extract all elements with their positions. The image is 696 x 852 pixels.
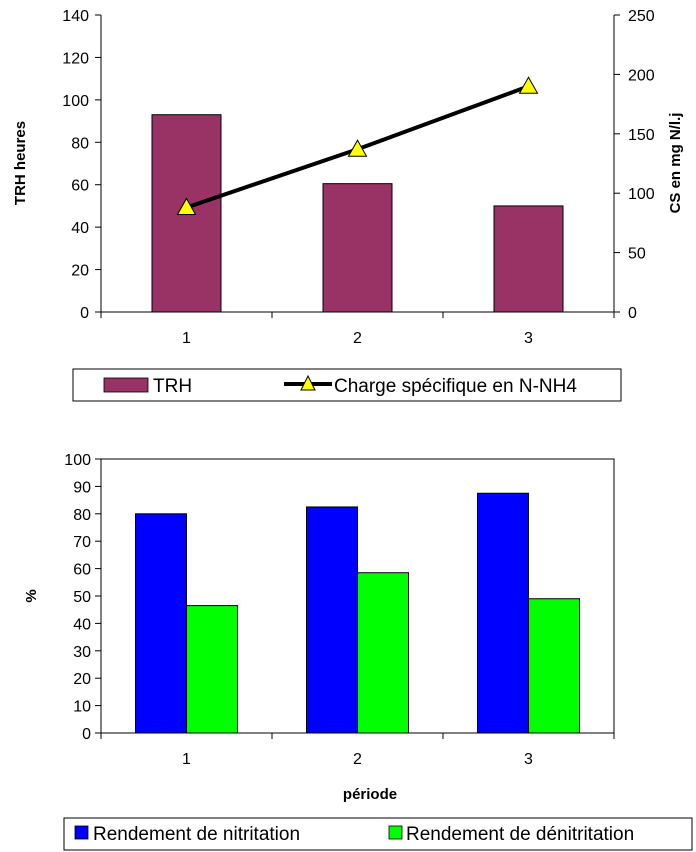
chart-2-bars (135, 492, 580, 734)
chart-1-bar-trh (322, 183, 393, 313)
chart-2-legend: Rendement de nitritation Rendement de dé… (63, 817, 693, 851)
chart-2-bar-nitritation (135, 513, 187, 734)
chart-2: 0 10 20 30 40 50 60 70 80 90 100 1 2 3 % période Ren… (23, 452, 693, 851)
chart-1-legend-label-charge: Charge spécifique en N-NH4 (334, 376, 577, 397)
chart-2-y-axis-title: % (23, 589, 40, 602)
chart-1-left-tick-label: 140 (62, 8, 89, 25)
chart-2-bar-nitritation (477, 492, 529, 734)
chart-2-x-ticks: 1 2 3 (100, 733, 615, 768)
chart-1-line-marker (176, 197, 197, 215)
chart-2-bar-denitritation (528, 598, 580, 734)
chart-1-left-tick-label: 100 (62, 93, 89, 110)
chart-1-right-ticks: 0 50 100 150 200 250 (614, 8, 655, 322)
chart-2-y-tick-label: 40 (73, 616, 91, 633)
chart-2-x-tick-label: 1 (182, 751, 191, 768)
chart-2-y-tick-label: 50 (73, 589, 91, 606)
chart-1-left-tick-label: 60 (71, 178, 89, 195)
chart-1-left-tick-label: 80 (71, 135, 89, 152)
chart-2-bar-denitritation (357, 572, 409, 734)
chart-1-left-ticks: 0 20 40 60 80 100 120 140 (62, 8, 101, 322)
chart-2-y-tick-label: 20 (73, 671, 91, 688)
chart-1-legend-swatch-trh (103, 377, 149, 393)
chart-1-right-tick-label: 250 (628, 8, 655, 25)
chart-2-y-tick-label: 70 (73, 534, 91, 551)
chart-1-left-tick-label: 20 (71, 263, 89, 280)
chart-1-left-tick-label: 0 (80, 305, 89, 322)
chart-1-line-marker (518, 76, 539, 94)
chart-2-legend-swatch-denitritation (388, 825, 403, 840)
chart-2-y-tick-label: 0 (82, 726, 91, 743)
chart-2-y-tick-label: 30 (73, 644, 91, 661)
chart-2-x-tick-label: 2 (353, 751, 362, 768)
chart-2-x-axis-title: période (343, 786, 397, 803)
chart-1-left-tick-label: 40 (71, 220, 89, 237)
chart-1-right-tick-label: 150 (628, 127, 655, 144)
chart-1-x-ticks: 1 2 3 (100, 312, 615, 347)
chart-2-bar-denitritation (186, 605, 238, 734)
chart-1: 0 20 40 60 80 100 120 140 0 50 100 150 200 250 1 2 3 T… (12, 8, 684, 402)
chart-2-legend-frame (63, 817, 693, 851)
chart-2-legend-label-denitritation: Rendement de dénitritation (406, 824, 634, 845)
chart-2-y-tick-label: 80 (73, 507, 91, 524)
chart-1-x-tick-label: 2 (353, 330, 362, 347)
chart-2-y-tick-label: 90 (73, 479, 91, 496)
chart-1-legend-triangle-icon (300, 374, 316, 391)
chart-1-right-tick-label: 50 (628, 246, 646, 263)
chart-1-axes (100, 15, 615, 313)
chart-2-y-ticks: 0 10 20 30 40 50 60 70 80 90 100 (64, 452, 101, 743)
chart-1-y-axis-title: TRH heures (12, 121, 29, 205)
chart-2-legend-label-nitritation: Rendement de nitritation (93, 824, 300, 845)
chart-2-y-tick-label: 10 (73, 699, 91, 716)
chart-1-right-tick-label: 100 (628, 186, 655, 203)
chart-2-y-tick-label: 60 (73, 562, 91, 579)
chart-2-legend-swatch-nitritation (74, 825, 89, 840)
chart-1-line-marker (347, 139, 368, 157)
chart-2-y-tick-label: 100 (64, 452, 91, 469)
chart-1-y2-axis-title: CS en mg N/l.j (667, 113, 684, 214)
chart-1-x-tick-label: 1 (182, 330, 191, 347)
chart-1-legend-frame (72, 368, 622, 402)
chart-1-bar-trh (493, 205, 564, 313)
chart-2-x-tick-label: 3 (524, 751, 533, 768)
chart-1-legend-label-trh: TRH (153, 376, 192, 397)
chart-1-line (176, 76, 539, 215)
chart-1-left-tick-label: 120 (62, 50, 89, 67)
chart-1-bars (151, 114, 564, 313)
chart-1-right-tick-label: 0 (628, 305, 637, 322)
chart-2-bar-nitritation (306, 506, 358, 734)
chart-1-right-tick-label: 200 (628, 67, 655, 84)
chart-1-x-tick-label: 3 (524, 330, 533, 347)
chart-1-legend: TRH Charge spécifique en N-NH4 (72, 368, 622, 402)
